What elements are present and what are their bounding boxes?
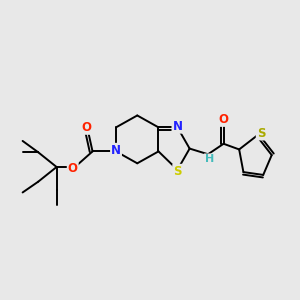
Text: H: H [205, 154, 214, 164]
Text: O: O [68, 162, 78, 175]
Text: N: N [111, 144, 121, 157]
Text: O: O [219, 113, 229, 126]
Text: O: O [81, 121, 91, 134]
Text: S: S [173, 165, 182, 178]
Text: N: N [172, 120, 182, 133]
Text: S: S [257, 127, 265, 140]
